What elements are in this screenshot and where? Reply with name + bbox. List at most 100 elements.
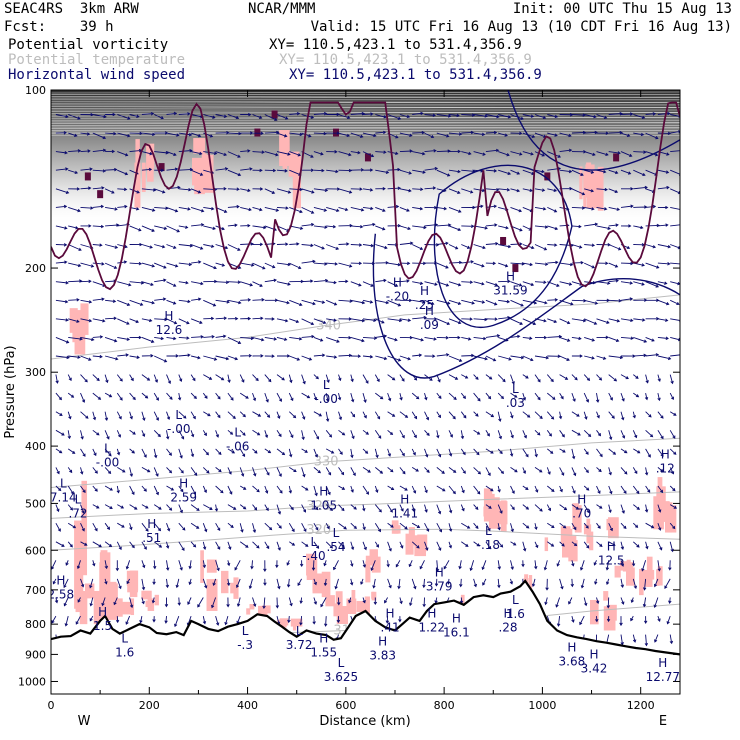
wind-vector: [362, 299, 374, 304]
pv-shading: [603, 591, 609, 601]
wind-vector: [68, 279, 83, 283]
wind-vector: [202, 560, 207, 569]
wind-vector: [67, 374, 72, 382]
wind-vector: [239, 485, 247, 490]
pv-shading: [657, 566, 663, 586]
wind-vector: [485, 485, 494, 492]
wind-vector: [584, 243, 596, 247]
wind-vector: [605, 560, 610, 571]
wind-vector: [596, 355, 607, 360]
wind-vector: [362, 168, 374, 172]
wind-vector: [534, 355, 550, 360]
wind-vector: [116, 374, 123, 382]
wind-vector: [633, 225, 644, 230]
wind-vector: [68, 355, 81, 359]
wind-vector: [141, 206, 156, 212]
wind-vector: [234, 560, 241, 571]
wind-vector: [338, 522, 347, 530]
extremum-value: 2.59: [170, 491, 197, 505]
wind-vector: [325, 430, 333, 438]
wind-vector: [92, 186, 105, 190]
wind-vector: [584, 318, 598, 325]
wind-vector: [583, 374, 591, 382]
wind-vector: [227, 355, 239, 361]
wind-vector: [424, 281, 438, 286]
extremum-value: .41: [381, 621, 400, 635]
wind-vector: [288, 392, 294, 402]
wind-vector: [289, 111, 301, 116]
wind-vector: [669, 411, 677, 416]
wind-speed-contour: [433, 164, 573, 328]
wind-vector: [412, 130, 425, 135]
wind-vector: [620, 504, 625, 514]
wind-vector: [645, 132, 659, 140]
wind-vector: [497, 541, 504, 548]
pv-shading: [625, 567, 635, 586]
wind-vector: [67, 504, 74, 511]
wind-vector: [276, 448, 286, 456]
wind-vector: [312, 616, 316, 625]
wind-vector: [65, 560, 69, 566]
stratosphere-isentrope: [51, 107, 680, 109]
wind-vector: [288, 430, 294, 439]
wind-vector: [276, 242, 289, 246]
wind-vector: [584, 114, 597, 119]
wind-vector: [485, 374, 493, 380]
wind-vector: [473, 467, 482, 475]
wind-vector: [670, 148, 680, 153]
wind-vector: [498, 299, 511, 304]
wind-vector: [436, 206, 448, 211]
wind-vector: [630, 615, 634, 622]
wind-vector: [522, 485, 529, 491]
wind-vector: [264, 298, 279, 302]
wind-vector: [387, 448, 392, 457]
wind-vector: [80, 279, 92, 284]
wind-vector: [190, 188, 202, 194]
wind-vector: [424, 149, 437, 153]
wind-vector: [141, 225, 155, 232]
wind-vector: [657, 541, 663, 551]
wind-vector: [276, 392, 282, 402]
wind-vector: [153, 411, 159, 421]
wind-vector: [642, 578, 647, 591]
theta-contour: [51, 437, 680, 488]
extremum-marker: L: [234, 425, 241, 439]
wind-vector: [288, 485, 293, 494]
wind-vector: [154, 278, 167, 283]
wind-vector: [262, 597, 266, 610]
wind-vector: [534, 225, 549, 229]
wind-vector: [497, 560, 502, 570]
wind-vector: [80, 523, 85, 532]
wind-vector: [411, 467, 419, 472]
wind-vector: [141, 132, 156, 137]
pv-shading: [145, 600, 150, 608]
wind-vector: [620, 430, 626, 439]
wind-vector: [211, 597, 217, 609]
wind-vector: [510, 411, 514, 419]
wind-vector: [178, 318, 190, 325]
init-time: Init: 00 UTC Thu 15 Aug 13: [512, 1, 732, 17]
wind-vector: [80, 132, 91, 136]
wind-vector: [226, 578, 231, 587]
wind-vector: [534, 244, 548, 251]
wind-vector: [80, 504, 85, 514]
wind-vector: [350, 150, 361, 155]
wind-vector: [571, 615, 575, 623]
extremum-marker: H: [386, 607, 395, 621]
wind-vector: [55, 114, 69, 119]
wind-vector: [153, 374, 159, 383]
wind-vector: [596, 261, 609, 265]
wind-vector: [89, 578, 94, 589]
wind-vector: [387, 522, 394, 528]
wind-vector: [80, 336, 95, 342]
wind-vector: [76, 560, 81, 570]
wind-vector: [313, 411, 323, 417]
wind-vector: [583, 411, 588, 420]
extremum-value: 7.14: [50, 491, 77, 505]
wind-vector: [669, 504, 678, 509]
wind-vector: [276, 485, 283, 494]
wind-vector: [116, 448, 121, 456]
wind-vector: [166, 336, 177, 341]
wind-vector: [166, 244, 177, 249]
wind-vector: [68, 244, 82, 251]
